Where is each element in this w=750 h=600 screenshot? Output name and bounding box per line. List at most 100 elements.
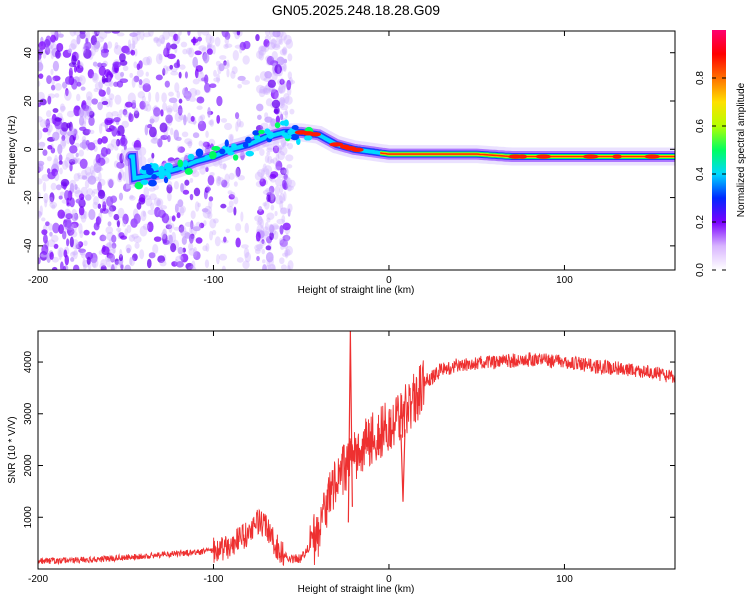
noise-speck	[283, 58, 288, 64]
noise-speck	[91, 44, 100, 50]
snr-x-tick-label: -200	[28, 574, 48, 585]
noise-speck	[197, 71, 205, 82]
noise-speck	[91, 72, 99, 83]
noise-speck	[101, 198, 108, 206]
ridge-blob	[252, 130, 260, 136]
ridge-blob	[158, 165, 165, 175]
noise-speck	[222, 61, 230, 70]
noise-speck	[46, 75, 52, 85]
noise-speck	[111, 126, 118, 137]
noise-speck	[220, 118, 228, 123]
noise-speck	[68, 158, 76, 165]
noise-speck	[70, 251, 76, 258]
noise-speck	[216, 95, 223, 107]
noise-speck	[230, 70, 236, 79]
noise-speck	[162, 239, 170, 245]
noise-speck	[237, 84, 243, 89]
noise-speck	[190, 220, 194, 230]
noise-speck	[153, 197, 161, 207]
noise-speck	[177, 146, 186, 153]
noise-speck	[166, 234, 172, 246]
noise-speck	[110, 195, 118, 203]
noise-speck	[204, 259, 210, 268]
noise-speck	[91, 169, 96, 180]
noise-speck	[211, 229, 217, 236]
noise-speck	[71, 208, 77, 218]
noise-speck	[39, 205, 43, 216]
noise-speck	[239, 46, 243, 54]
noise-speck	[266, 147, 274, 153]
noise-speck	[264, 112, 269, 119]
noise-speck	[256, 103, 264, 112]
noise-speck	[256, 255, 260, 262]
noise-speck	[281, 179, 287, 190]
noise-speck	[151, 152, 155, 159]
noise-speck	[188, 242, 194, 251]
noise-speck	[259, 178, 267, 187]
noise-speck	[78, 31, 88, 40]
spectrogram-y-tick-label: -20	[23, 190, 34, 205]
noise-speck	[39, 98, 47, 106]
ridge-blob	[304, 135, 309, 141]
noise-speck	[52, 60, 60, 72]
noise-speck	[226, 59, 230, 67]
spectrogram-y-tick-label: 0	[23, 146, 34, 152]
noise-speck	[89, 110, 95, 118]
noise-speck	[43, 120, 50, 126]
noise-speck	[52, 108, 59, 113]
ridge-tail-red	[380, 152, 675, 158]
noise-speck	[274, 166, 282, 171]
noise-speck	[83, 210, 88, 220]
noise-speck	[262, 202, 267, 207]
noise-speck	[148, 91, 152, 103]
noise-speck	[179, 206, 185, 216]
ridge-blob	[140, 179, 149, 185]
noise-speck	[281, 215, 286, 224]
noise-speck	[152, 243, 159, 255]
noise-speck	[182, 48, 188, 55]
noise-speck	[101, 246, 110, 256]
noise-speck	[71, 251, 78, 256]
noise-speck	[160, 232, 167, 240]
noise-speck	[70, 126, 75, 135]
ridge-blob	[208, 151, 217, 160]
noise-speck	[282, 252, 288, 257]
noise-speck	[97, 189, 106, 199]
noise-speck	[131, 233, 139, 239]
ridge-blob	[146, 167, 154, 176]
noise-speck	[275, 153, 280, 163]
noise-speck	[65, 213, 73, 220]
noise-speck	[69, 163, 73, 172]
noise-speck	[274, 185, 280, 197]
noise-speck	[146, 56, 153, 66]
noise-speck	[65, 88, 69, 97]
noise-speck	[60, 138, 67, 150]
noise-speck	[38, 47, 43, 54]
noise-speck	[144, 124, 149, 136]
colorbar-ticks: 0.0 0.2 0.4 0.6 0.8	[695, 71, 726, 277]
noise-speck	[77, 241, 84, 248]
spectrogram-x-tick-label: -100	[203, 275, 223, 286]
noise-speck	[38, 129, 43, 141]
noise-speck	[198, 222, 205, 229]
noise-speck	[143, 186, 150, 198]
noise-speck	[171, 261, 178, 267]
noise-speck	[242, 55, 250, 65]
noise-speck	[62, 81, 67, 90]
noise-speck	[45, 110, 52, 118]
noise-speck	[235, 121, 239, 132]
noise-speck	[284, 248, 291, 257]
noise-speck	[264, 155, 270, 164]
noise-speck	[260, 218, 264, 229]
noise-speck	[224, 37, 230, 45]
noise-speck	[283, 191, 287, 202]
noise-speck	[178, 224, 185, 233]
noise-speck	[289, 108, 295, 115]
noise-speck	[79, 230, 84, 239]
noise-speck	[74, 105, 81, 111]
noise-speck	[85, 194, 92, 201]
noise-speck	[282, 234, 291, 242]
noise-speck	[70, 230, 78, 238]
noise-speck	[285, 185, 294, 191]
noise-speck	[198, 45, 207, 51]
